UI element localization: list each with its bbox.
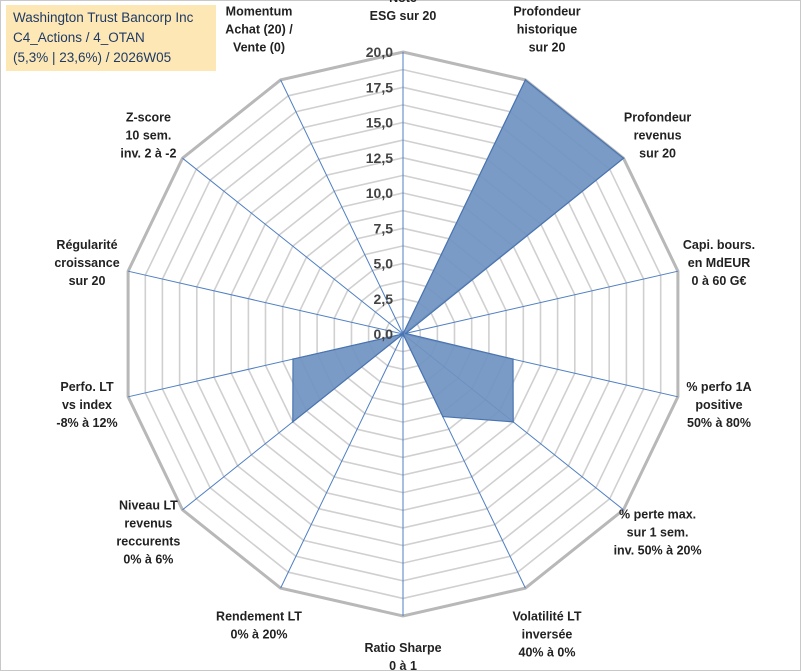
axis-label-line: 10 sem. [125,129,171,143]
axis-label-line: % perfo 1A [686,380,751,394]
axis-label-line: 0 à 60 G€ [692,274,747,288]
series-layer [292,78,625,424]
axis-label-line: revenus [124,516,172,530]
axis-label-line: en MdEUR [688,256,751,270]
data-point [512,421,514,423]
data-point [524,79,527,81]
axis-label-line: Z-score [126,111,171,125]
tick-label: 2,5 [374,291,394,307]
axis-label-line: Volatilité LT [513,610,582,624]
axis-label-line: Note [389,0,417,5]
data-point [442,415,444,418]
axis-label-line: 0% à 20% [231,628,288,642]
tick-label: 7,5 [374,220,394,236]
data-point [292,358,294,360]
axis-spoke [182,157,404,335]
axis-label-line: Vente (0) [233,41,285,55]
axis-label-line: reccurents [116,534,180,548]
axis-label-line: Rendement LT [216,610,302,624]
tick-label: 5,0 [374,256,394,272]
data-point [402,333,404,335]
axis-label-line: sur 20 [529,41,566,55]
axis-label-line: 0% à 6% [123,552,173,566]
axis-label: Régularité croissance sur 20 [54,238,119,288]
chart-title-box: Washington Trust Bancorp Inc C4_Actions … [6,5,216,71]
axis-label: Z-score 10 sem. inv. 2 à -2 [120,111,176,161]
axis-label: % perfo 1A positive 50% à 80% [686,380,751,430]
axis-label-line: Ratio Sharpe [364,641,441,655]
axis-label: Momentum Achat (20) / Vente (0) [225,5,293,55]
axis-label: Niveau LT revenus reccurents 0% à 6% [116,498,180,566]
axis-label-line: Capi. bours. [683,238,755,252]
axis-label: Profondeur historique sur 20 [513,5,580,55]
axis-label-line: inversée [522,628,573,642]
axis-label-line: Régularité [56,238,117,252]
axis-spoke [402,270,679,335]
data-point [622,157,625,159]
axis-label: Profondeur revenus sur 20 [624,111,691,161]
axis-label-line: Profondeur [624,111,691,125]
axis-label-line: historique [517,23,577,37]
axis-label-line: Perfo. LT [60,380,114,394]
axis-label: Ratio Sharpe 0 à 1 [364,641,441,671]
label-layer: Note ESG sur 20 Profondeur historique sur 20… [54,0,755,671]
tick-label: 0,0 [374,326,394,342]
axis-label-line: % perte max. [619,507,696,521]
axis-label-line: croissance [54,256,119,270]
tick-label: 10,0 [366,185,393,201]
data-point [404,332,407,335]
axis-label-line: ESG sur 20 [370,9,437,23]
axis-spoke [280,79,404,335]
axis-label-line: -8% à 12% [56,416,117,430]
axis-label: Rendement LT 0% à 20% [216,610,302,642]
axis-label-line: sur 1 sem. [627,525,689,539]
data-point [512,358,514,360]
axis-spoke [127,270,404,335]
axis-label: Volatilité LT inversée 40% à 0% [513,610,582,660]
axis-label-line: Momentum [226,5,293,19]
axis-label: Note ESG sur 20 [370,0,437,23]
axis-label-line: vs index [62,398,112,412]
axis-label-line: 0 à 1 [389,659,417,671]
axis-label: Capi. bours. en MdEUR 0 à 60 G€ [683,238,755,288]
tick-layer: 0,0 2,5 5,0 7,5 10,0 12,5 15,0 17,5 20,0 [366,44,393,342]
axis-label-line: 40% à 0% [519,646,576,660]
axis-label-line: Profondeur [513,5,580,19]
axis-label-line: inv. 2 à -2 [120,147,176,161]
axis-label-line: Niveau LT [119,498,178,512]
axis-label: Perfo. LT vs index -8% à 12% [56,380,117,430]
tick-label: 20,0 [366,44,393,60]
axis-label: % perte max. sur 1 sem. inv. 50% à 20% [614,507,702,557]
axis-label-line: Achat (20) / [225,23,293,37]
axis-label-line: sur 20 [639,147,676,161]
axis-spoke [280,333,404,589]
axis-label-line: sur 20 [69,274,106,288]
tick-label: 15,0 [366,115,393,131]
title-period: (5,3% | 23,6%) / 2026W05 [13,50,172,65]
title-category: C4_Actions / 4_OTAN [13,30,145,45]
tick-label: 12,5 [366,150,393,166]
tick-label: 17,5 [366,79,393,95]
title-company: Washington Trust Bancorp Inc [13,10,194,25]
axis-label-line: positive [695,398,742,412]
axis-label-line: 50% à 80% [687,416,751,430]
axis-label-line: inv. 50% à 20% [614,543,702,557]
axis-label-line: revenus [634,129,682,143]
data-point [292,421,294,423]
